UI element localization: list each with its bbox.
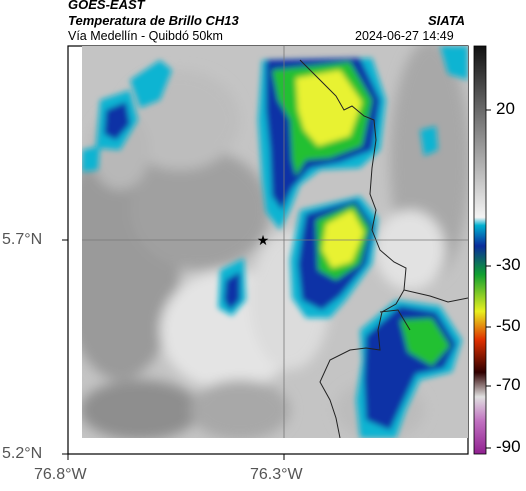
lon-label: 76.8°W <box>34 466 87 483</box>
route-subtitle: Vía Medellín - Quibdó 50km <box>68 29 223 43</box>
timestamp: 2024-06-27 14:49 <box>355 29 454 43</box>
colorbar <box>473 45 487 455</box>
country-borders <box>299 59 468 438</box>
colorbar-ticks <box>486 109 491 449</box>
colorbar-label: 20 <box>496 99 515 118</box>
satellite-name: GOES-EAST <box>68 0 145 12</box>
lon-label: 76.3°W <box>250 466 303 483</box>
imagery-layer <box>82 46 468 438</box>
star-icon: ★ <box>257 233 270 249</box>
product-title: Temperatura de Brillo CH13 <box>68 13 239 28</box>
colorbar-label: -30 <box>496 255 521 274</box>
colorbar-label: -90 <box>496 437 521 456</box>
colorbar-label: -70 <box>496 375 521 394</box>
source-label: SIATA <box>428 13 466 28</box>
colorbar-label: -50 <box>496 316 521 335</box>
lat-label: 5.7°N <box>2 231 43 248</box>
lat-label: 5.2°N <box>2 445 43 462</box>
